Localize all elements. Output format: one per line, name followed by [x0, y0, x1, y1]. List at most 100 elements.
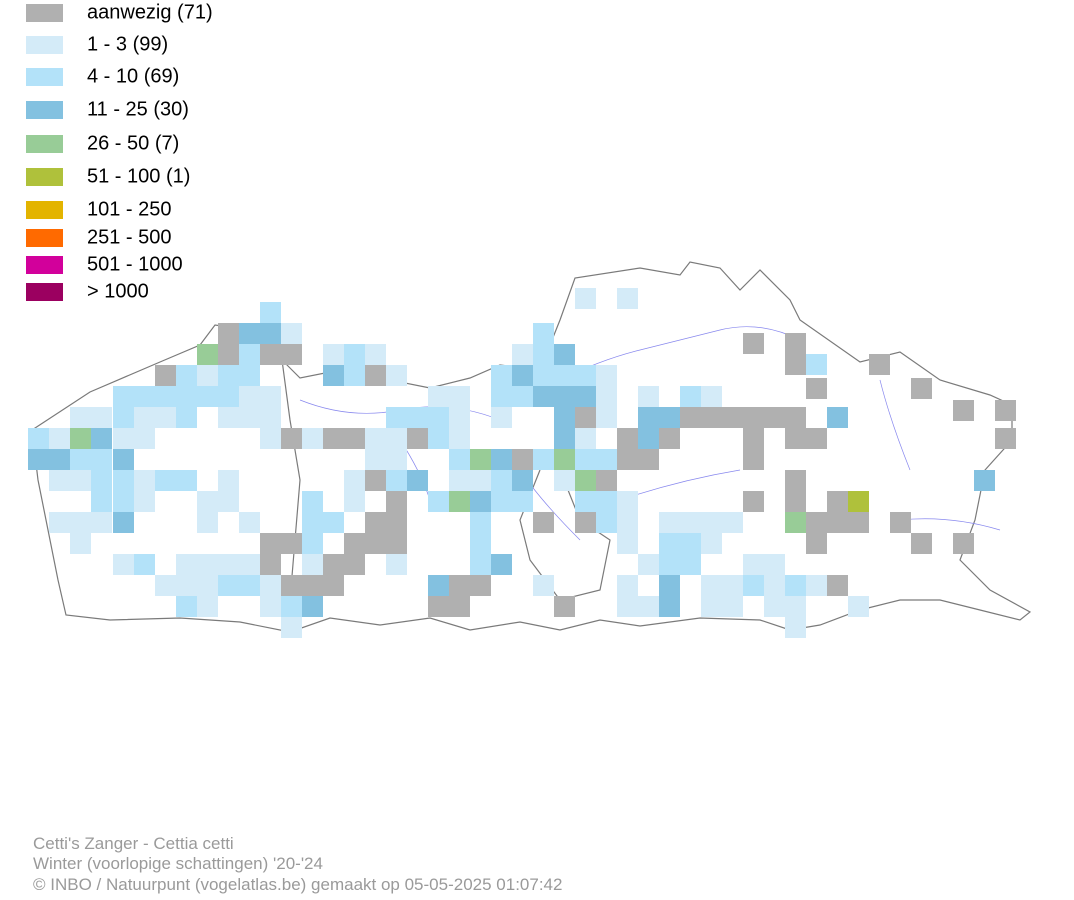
grid-square: [239, 512, 260, 533]
grid-square: [302, 428, 323, 449]
grid-square: [848, 491, 869, 512]
grid-square: [302, 554, 323, 575]
grid-square: [806, 512, 827, 533]
grid-square: [911, 378, 932, 399]
grid-square: [596, 449, 617, 470]
grid-square: [533, 365, 554, 386]
grid-square: [302, 533, 323, 554]
grid-square: [617, 491, 638, 512]
grid-square: [197, 365, 218, 386]
grid-square: [575, 407, 596, 428]
grid-square: [176, 407, 197, 428]
grid-square: [365, 365, 386, 386]
grid-square: [176, 470, 197, 491]
grid-square: [596, 470, 617, 491]
grid-square: [449, 596, 470, 617]
legend-label: > 1000: [87, 280, 149, 302]
grid-square: [386, 428, 407, 449]
grid-square: [533, 449, 554, 470]
grid-square: [491, 365, 512, 386]
legend-swatch: [26, 4, 63, 22]
legend-label: 4 - 10 (69): [87, 65, 179, 87]
grid-square: [176, 575, 197, 596]
grid-square: [407, 428, 428, 449]
legend-label: 26 - 50 (7): [87, 132, 179, 154]
grid-square: [70, 428, 91, 449]
grid-square: [49, 470, 70, 491]
grid-square: [365, 344, 386, 365]
grid-square: [70, 533, 91, 554]
grid-square: [806, 378, 827, 399]
grid-square: [155, 575, 176, 596]
grid-square: [386, 554, 407, 575]
grid-square: [638, 449, 659, 470]
grid-square: [785, 333, 806, 354]
grid-square: [743, 449, 764, 470]
grid-square: [134, 386, 155, 407]
grid-square: [449, 470, 470, 491]
grid-square: [323, 554, 344, 575]
grid-square: [533, 512, 554, 533]
grid-square: [659, 428, 680, 449]
grid-square: [638, 428, 659, 449]
grid-square: [134, 491, 155, 512]
grid-square: [218, 554, 239, 575]
grid-square: [260, 344, 281, 365]
grid-square: [344, 365, 365, 386]
grid-square: [512, 365, 533, 386]
grid-square: [70, 449, 91, 470]
grid-square: [155, 386, 176, 407]
grid-square: [113, 428, 134, 449]
grid-square: [701, 386, 722, 407]
grid-square: [344, 533, 365, 554]
grid-square: [806, 428, 827, 449]
grid-square: [323, 575, 344, 596]
grid-square: [70, 470, 91, 491]
grid-square: [638, 554, 659, 575]
grid-square: [239, 323, 260, 344]
grid-square: [91, 470, 112, 491]
grid-square: [365, 512, 386, 533]
footer-credit: © INBO / Natuurpunt (vogelatlas.be) gema…: [33, 875, 562, 894]
grid-square: [680, 554, 701, 575]
grid-square: [218, 386, 239, 407]
grid-square: [428, 491, 449, 512]
grid-square: [596, 407, 617, 428]
grid-square: [953, 400, 974, 421]
grid-square: [659, 596, 680, 617]
grid-square: [134, 554, 155, 575]
grid-square: [638, 596, 659, 617]
grid-square: [197, 596, 218, 617]
grid-square: [617, 428, 638, 449]
grid-square: [176, 386, 197, 407]
grid-square: [365, 470, 386, 491]
grid-square: [386, 491, 407, 512]
legend: aanwezig (71) 1 - 3 (99) 4 - 10 (69) 11 - 2…: [26, 1, 213, 302]
legend-swatch: [26, 283, 63, 301]
grid-square: [680, 533, 701, 554]
grid-square: [533, 344, 554, 365]
legend-label: 11 - 25 (30): [87, 98, 189, 120]
grid-square: [785, 596, 806, 617]
grid-square: [554, 407, 575, 428]
grid-square: [239, 344, 260, 365]
grid-square: [806, 354, 827, 375]
grid-square: [49, 449, 70, 470]
grid-square: [617, 596, 638, 617]
grid-square: [91, 449, 112, 470]
grid-square: [554, 344, 575, 365]
grid-square: [49, 512, 70, 533]
grid-square: [281, 596, 302, 617]
grid-square: [596, 512, 617, 533]
grid-square: [680, 512, 701, 533]
legend-label: 501 - 1000: [87, 253, 183, 275]
legend-label: 251 - 500: [87, 226, 172, 248]
grid-square: [365, 533, 386, 554]
grid-square: [575, 512, 596, 533]
grid-square: [449, 428, 470, 449]
grid-square: [260, 575, 281, 596]
grid-square: [575, 470, 596, 491]
grid-square: [827, 512, 848, 533]
grid-square: [512, 449, 533, 470]
